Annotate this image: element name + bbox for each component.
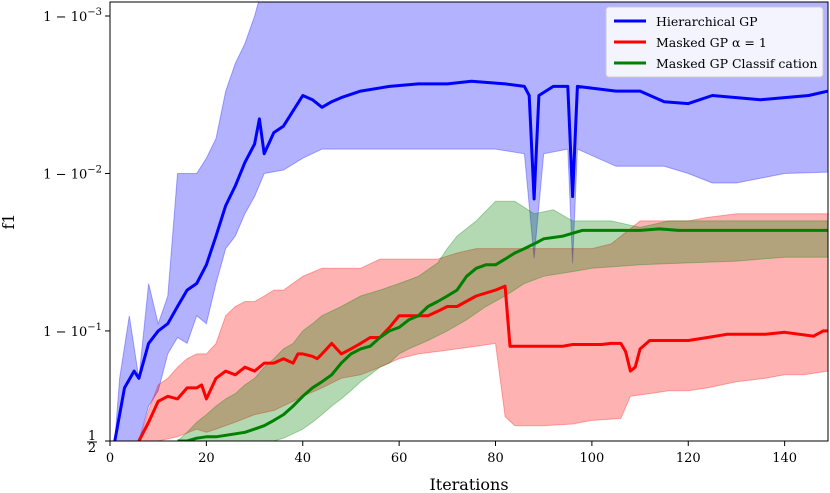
x-axis: 0 20 40 60 80 100 120 140 [106, 441, 797, 466]
y-tick-label-denominator: 2 [88, 441, 96, 456]
legend: Hierarchical GP Masked GP α = 1 Masked GP … [605, 6, 824, 78]
x-tick-label: 40 [294, 451, 311, 466]
x-tick-label: 0 [106, 451, 114, 466]
y-axis-label: f1 [0, 213, 18, 229]
legend-box [605, 6, 824, 78]
y-tick-label-numerator: 1 [88, 429, 96, 444]
legend-label-2: Masked GP Classif cation [656, 56, 817, 71]
legend-label-1: Masked GP α = 1 [656, 35, 767, 50]
x-tick-label: 120 [676, 451, 701, 466]
y-tick-label: 1 − 10−3 [43, 7, 102, 25]
x-tick-label: 80 [487, 451, 504, 466]
band-series-1 [138, 213, 828, 441]
x-tick-label: 60 [391, 451, 408, 466]
series-lines [113, 79, 828, 441]
x-axis-label: Iterations [429, 475, 508, 493]
line-series-2 [177, 227, 828, 441]
y-tick-label: 1 − 10−1 [43, 322, 102, 340]
x-tick-label: 140 [772, 451, 797, 466]
band-series-2 [176, 200, 828, 441]
line-series-0 [113, 79, 828, 441]
y-tick-label: 1 − 10−2 [43, 164, 102, 182]
y-axis: 12 1 − 10−1 1 − 10−2 1 − 10−3 [43, 7, 110, 456]
plot-frame [109, 1, 829, 442]
x-tick-label: 100 [579, 451, 604, 466]
y-tick-label: 12 [87, 429, 97, 456]
x-tick-label: 20 [198, 451, 215, 466]
line-series-1 [137, 284, 828, 441]
legend-label-0: Hierarchical GP [656, 14, 758, 29]
